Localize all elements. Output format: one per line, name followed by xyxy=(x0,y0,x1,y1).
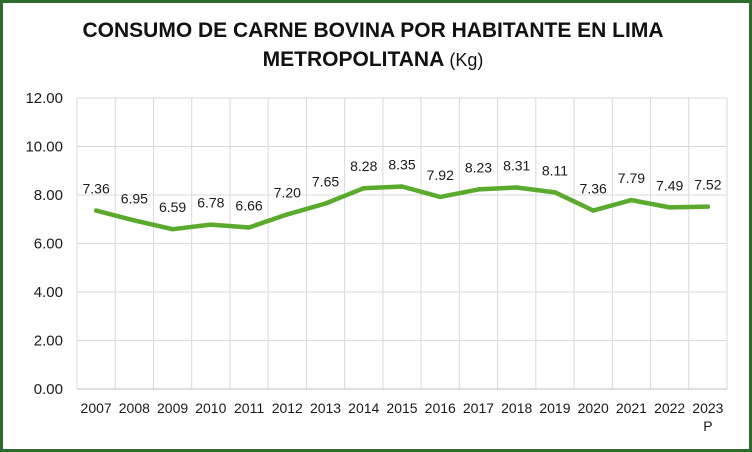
data-point xyxy=(246,225,252,230)
data-label: 7.36 xyxy=(82,181,109,197)
x-tick-label: 2013 xyxy=(310,400,341,416)
data-point xyxy=(705,204,711,209)
x-tick-label: 2012 xyxy=(272,400,303,416)
data-point xyxy=(93,208,99,213)
data-label: 7.20 xyxy=(274,184,301,200)
data-point xyxy=(170,226,175,232)
x-tick-label: 2018 xyxy=(501,400,532,416)
x-tick-note: P xyxy=(703,418,712,434)
x-tick-label: 2023 xyxy=(692,400,723,416)
data-label: 6.66 xyxy=(235,197,262,213)
data-point xyxy=(208,222,214,227)
y-tick-label: 8.00 xyxy=(34,187,63,204)
data-point xyxy=(438,194,443,200)
data-point xyxy=(323,201,328,206)
data-point xyxy=(361,186,366,191)
data-label: 7.49 xyxy=(656,177,683,193)
data-point xyxy=(629,197,634,203)
x-tick-label: 2007 xyxy=(81,400,112,416)
data-point xyxy=(476,187,481,192)
data-label: 6.95 xyxy=(121,190,148,206)
data-label: 8.23 xyxy=(465,159,492,175)
data-label: 8.35 xyxy=(388,157,415,173)
data-point xyxy=(399,184,405,189)
data-label: 8.31 xyxy=(503,157,530,173)
y-tick-label: 12.00 xyxy=(25,90,63,107)
y-tick-label: 4.00 xyxy=(34,284,63,301)
data-point xyxy=(667,205,672,210)
x-tick-label: 2009 xyxy=(157,400,188,416)
data-label: 7.52 xyxy=(694,177,721,193)
chart-title-unit: (Kg) xyxy=(449,50,484,70)
x-tick-label: 2021 xyxy=(616,400,647,416)
y-tick-label: 2.00 xyxy=(34,333,63,350)
x-tick-label: 2016 xyxy=(425,400,456,416)
data-label: 7.65 xyxy=(312,173,339,189)
x-tick-label: 2010 xyxy=(195,400,226,416)
data-label: 7.36 xyxy=(580,181,607,197)
data-label: 8.28 xyxy=(350,158,377,174)
y-tick-label: 6.00 xyxy=(34,236,63,253)
x-tick-label: 2014 xyxy=(348,400,379,416)
x-tick-label: 2017 xyxy=(463,400,494,416)
data-point xyxy=(552,190,558,195)
y-tick-label: 0.00 xyxy=(34,381,63,398)
chart-title: CONSUMO DE CARNE BOVINA POR HABITANTE EN… xyxy=(0,16,746,75)
x-tick-label: 2011 xyxy=(234,400,264,416)
data-point xyxy=(590,208,596,213)
x-tick-label: 2019 xyxy=(539,400,570,416)
data-point xyxy=(132,218,137,223)
data-label: 6.78 xyxy=(197,195,224,211)
y-tick-label: 10.00 xyxy=(25,139,63,156)
chart-title-text: CONSUMO DE CARNE BOVINA POR HABITANTE EN… xyxy=(82,19,664,71)
data-label: 6.59 xyxy=(159,199,186,215)
data-label: 7.92 xyxy=(427,167,454,183)
x-tick-label: 2008 xyxy=(119,400,150,416)
x-tick-label: 2022 xyxy=(654,400,685,416)
series-line xyxy=(93,184,711,232)
data-point xyxy=(514,185,519,190)
x-tick-label: 2015 xyxy=(386,400,417,416)
data-label: 8.11 xyxy=(542,162,568,178)
x-tick-label: 2020 xyxy=(578,400,609,416)
data-label: 7.79 xyxy=(618,170,645,186)
data-point xyxy=(285,212,290,217)
